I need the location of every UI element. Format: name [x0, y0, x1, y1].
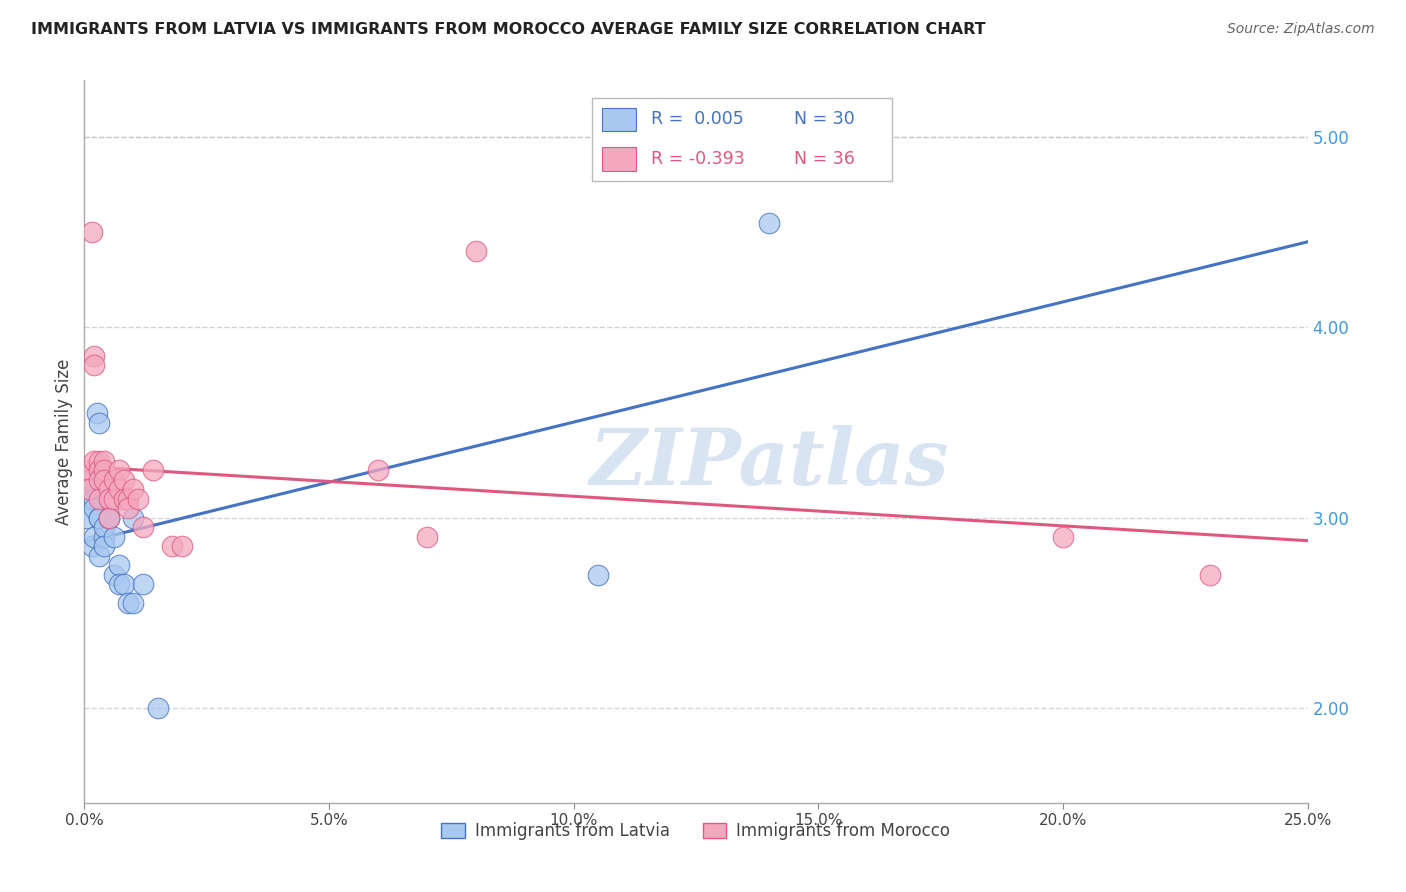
Point [87, 463, 110, 477]
Bar [602, 108, 636, 131]
Point [416, 530, 439, 544]
Point [93, 520, 115, 534]
Point [83, 501, 105, 516]
Bar [602, 147, 636, 170]
Point [107, 463, 129, 477]
FancyBboxPatch shape [592, 98, 891, 181]
Point [83, 453, 105, 467]
Point [83, 491, 105, 506]
Point [117, 596, 139, 610]
Point [87, 510, 110, 524]
Point [97, 491, 120, 506]
Point [77, 463, 100, 477]
Point [93, 453, 115, 467]
Point [83, 530, 105, 544]
Point [76, 473, 98, 487]
Point [93, 539, 115, 553]
Point [93, 473, 115, 487]
Point [87, 473, 110, 487]
Point [112, 473, 135, 487]
Point [107, 482, 129, 496]
Point [127, 491, 149, 506]
Text: R = -0.393: R = -0.393 [651, 150, 744, 168]
Point [86, 406, 108, 420]
Point [87, 510, 110, 524]
Point [117, 491, 139, 506]
Point [758, 216, 780, 230]
Point [122, 596, 145, 610]
Point [97, 510, 120, 524]
Point [97, 491, 120, 506]
Point [117, 501, 139, 516]
Y-axis label: Average Family Size: Average Family Size [55, 359, 73, 524]
Point [83, 349, 105, 363]
Point [77, 473, 100, 487]
Point [142, 463, 165, 477]
Point [97, 510, 120, 524]
Point [97, 482, 120, 496]
Point [367, 463, 389, 477]
Point [146, 700, 169, 714]
Point [586, 567, 609, 582]
Point [80, 539, 103, 553]
Point [87, 549, 110, 563]
Point [122, 482, 145, 496]
Point [83, 359, 105, 373]
Point [132, 577, 155, 591]
Point [103, 530, 125, 544]
Point [107, 577, 129, 591]
Point [464, 244, 486, 259]
Point [87, 453, 110, 467]
Point [80, 226, 103, 240]
Point [87, 491, 110, 506]
Point [112, 491, 135, 506]
Point [103, 491, 125, 506]
Text: N = 30: N = 30 [794, 111, 855, 128]
Point [103, 567, 125, 582]
Point [97, 510, 120, 524]
Point [132, 520, 155, 534]
Point [1052, 530, 1074, 544]
Text: ZIPatlas: ZIPatlas [589, 425, 949, 501]
Legend: Immigrants from Latvia, Immigrants from Morocco: Immigrants from Latvia, Immigrants from … [434, 815, 957, 847]
Point [76, 510, 98, 524]
Point [107, 558, 129, 573]
Point [112, 577, 135, 591]
Point [122, 510, 145, 524]
Point [172, 539, 194, 553]
Text: Source: ZipAtlas.com: Source: ZipAtlas.com [1227, 22, 1375, 37]
Point [77, 482, 100, 496]
Point [103, 473, 125, 487]
Text: N = 36: N = 36 [794, 150, 855, 168]
Text: R =  0.005: R = 0.005 [651, 111, 744, 128]
Point [1198, 567, 1220, 582]
Point [93, 463, 115, 477]
Point [77, 482, 100, 496]
Point [87, 416, 110, 430]
Point [162, 539, 184, 553]
Text: IMMIGRANTS FROM LATVIA VS IMMIGRANTS FROM MOROCCO AVERAGE FAMILY SIZE CORRELATIO: IMMIGRANTS FROM LATVIA VS IMMIGRANTS FRO… [31, 22, 986, 37]
Point [93, 530, 115, 544]
